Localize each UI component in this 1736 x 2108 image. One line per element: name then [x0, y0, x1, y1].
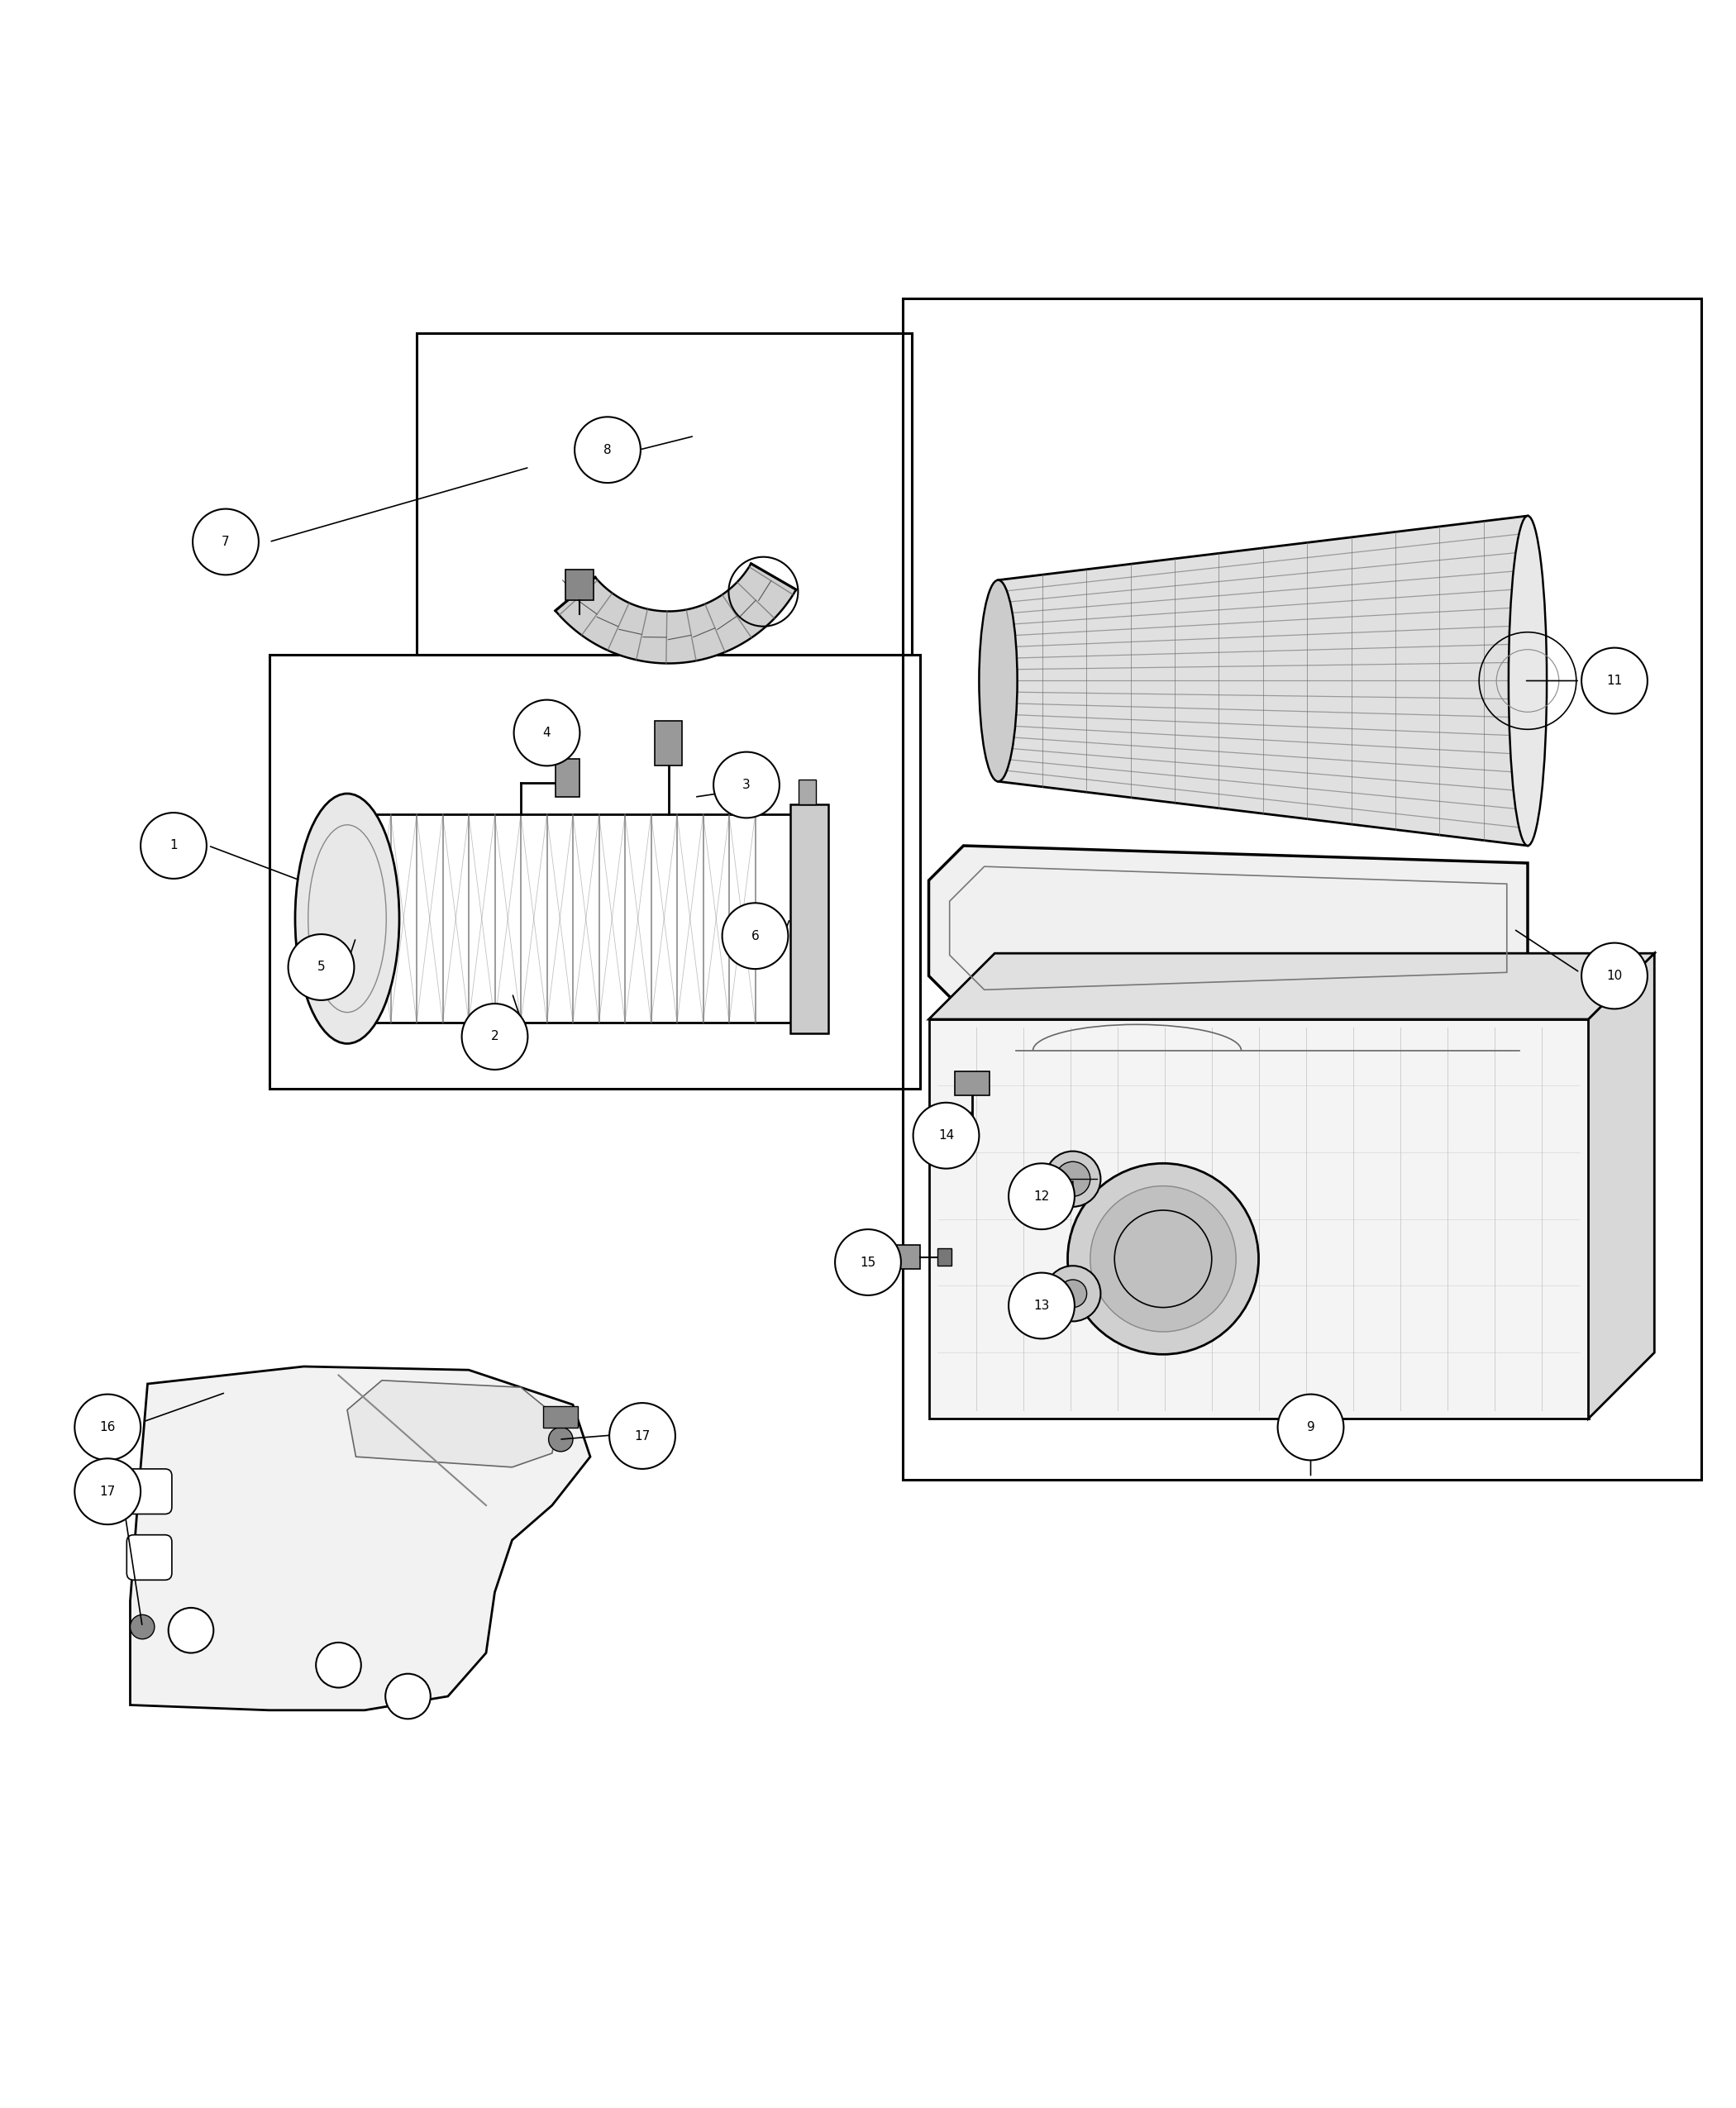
Circle shape — [575, 417, 641, 483]
Polygon shape — [556, 563, 797, 664]
Circle shape — [713, 753, 779, 818]
Circle shape — [193, 508, 259, 575]
Text: 13: 13 — [1033, 1299, 1050, 1311]
Polygon shape — [998, 516, 1528, 845]
FancyBboxPatch shape — [127, 1469, 172, 1514]
Circle shape — [168, 1608, 214, 1653]
Text: 10: 10 — [1606, 970, 1623, 982]
Ellipse shape — [295, 793, 399, 1043]
Circle shape — [722, 902, 788, 970]
Polygon shape — [130, 1366, 590, 1710]
Text: 8: 8 — [604, 443, 611, 455]
Circle shape — [462, 1003, 528, 1069]
Text: 11: 11 — [1606, 675, 1623, 687]
Text: 17: 17 — [99, 1486, 116, 1497]
Text: 3: 3 — [743, 778, 750, 790]
Circle shape — [1059, 1280, 1087, 1307]
Circle shape — [1045, 1265, 1101, 1322]
Circle shape — [1009, 1164, 1075, 1229]
Polygon shape — [1588, 953, 1654, 1419]
FancyBboxPatch shape — [127, 1535, 172, 1581]
Circle shape — [1068, 1164, 1259, 1353]
Circle shape — [75, 1459, 141, 1524]
Text: 7: 7 — [222, 535, 229, 548]
Polygon shape — [929, 845, 1528, 1010]
Text: 16: 16 — [99, 1421, 116, 1433]
Bar — [566, 569, 594, 601]
Circle shape — [609, 1404, 675, 1469]
Text: 17: 17 — [634, 1429, 651, 1442]
Text: 6: 6 — [752, 930, 759, 942]
Ellipse shape — [979, 580, 1017, 782]
Bar — [929, 1020, 1588, 1419]
Circle shape — [549, 1427, 573, 1452]
Circle shape — [75, 1393, 141, 1461]
Bar — [417, 333, 911, 656]
Text: 9: 9 — [1307, 1421, 1314, 1433]
Text: 1: 1 — [170, 839, 177, 852]
Text: 12: 12 — [1033, 1191, 1050, 1202]
Circle shape — [385, 1674, 431, 1718]
Circle shape — [1581, 942, 1647, 1010]
Bar — [937, 1248, 951, 1265]
Bar — [269, 656, 920, 1088]
Text: 14: 14 — [937, 1130, 955, 1143]
Bar — [543, 1406, 578, 1427]
Circle shape — [1581, 647, 1647, 715]
Circle shape — [514, 700, 580, 765]
Circle shape — [1055, 1162, 1090, 1197]
Circle shape — [130, 1615, 155, 1640]
Circle shape — [1009, 1273, 1075, 1339]
Polygon shape — [929, 953, 1654, 1020]
Circle shape — [1278, 1393, 1344, 1461]
Text: 2: 2 — [491, 1031, 498, 1043]
Text: 15: 15 — [859, 1256, 877, 1269]
Circle shape — [1045, 1151, 1101, 1206]
Text: 5: 5 — [318, 961, 325, 974]
Text: 4: 4 — [543, 727, 550, 740]
Circle shape — [316, 1642, 361, 1689]
Bar — [858, 1246, 920, 1269]
Bar — [790, 803, 828, 1033]
Circle shape — [835, 1229, 901, 1294]
Circle shape — [913, 1102, 979, 1168]
Bar — [903, 299, 1701, 1480]
Bar — [799, 780, 816, 803]
Circle shape — [141, 814, 207, 879]
Bar — [955, 1071, 990, 1096]
Ellipse shape — [1509, 516, 1547, 845]
Bar — [556, 759, 580, 797]
Circle shape — [1090, 1187, 1236, 1332]
Polygon shape — [347, 1381, 559, 1467]
Circle shape — [288, 934, 354, 999]
Bar — [654, 721, 682, 765]
